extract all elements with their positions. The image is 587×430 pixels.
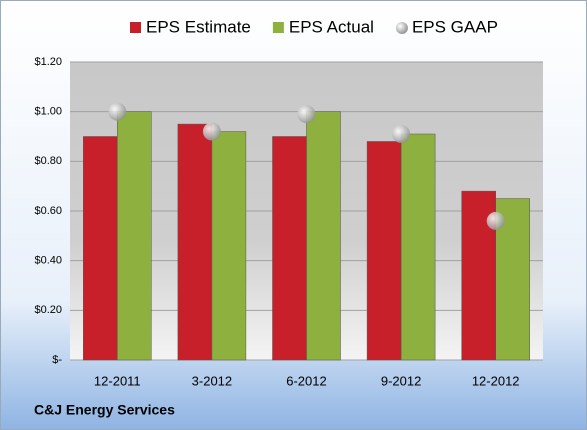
source: C&J Energy Services: [34, 402, 175, 418]
bar: [400, 133, 436, 361]
point: [392, 125, 411, 144]
x-tick-label: 12-2011: [94, 373, 141, 388]
y-tick-label: $0.20: [34, 304, 62, 316]
legend-label: EPS Actual: [289, 17, 374, 36]
bar: [211, 131, 247, 361]
point: [486, 211, 505, 230]
legend-label: EPS GAAP: [412, 17, 498, 36]
x-tick-label: 9-2012: [381, 373, 421, 388]
bar: [306, 111, 341, 361]
legend-marker: [272, 22, 284, 33]
bar: [366, 141, 402, 361]
point: [108, 102, 127, 121]
legend-marker: [395, 22, 408, 34]
legend-marker: [130, 22, 141, 33]
x-tick-label: 3-2012: [192, 373, 232, 388]
point: [297, 105, 316, 124]
bar: [272, 136, 307, 361]
bar: [117, 111, 152, 361]
y-tick-label: $1.00: [34, 106, 62, 118]
y-tick-label: $-: [52, 354, 62, 366]
bar: [177, 123, 213, 361]
y-tick-label: $1.20: [34, 56, 62, 68]
y-tick-label: $0.80: [34, 155, 62, 167]
bar: [83, 136, 118, 361]
x-tick-label: 6-2012: [286, 373, 326, 388]
y-tick-label: $0.60: [34, 205, 62, 217]
y-tick-label: $0.40: [34, 255, 62, 267]
legend-label: EPS Estimate: [146, 17, 251, 36]
point: [202, 122, 221, 141]
x-tick-label: 12-2012: [472, 373, 520, 388]
